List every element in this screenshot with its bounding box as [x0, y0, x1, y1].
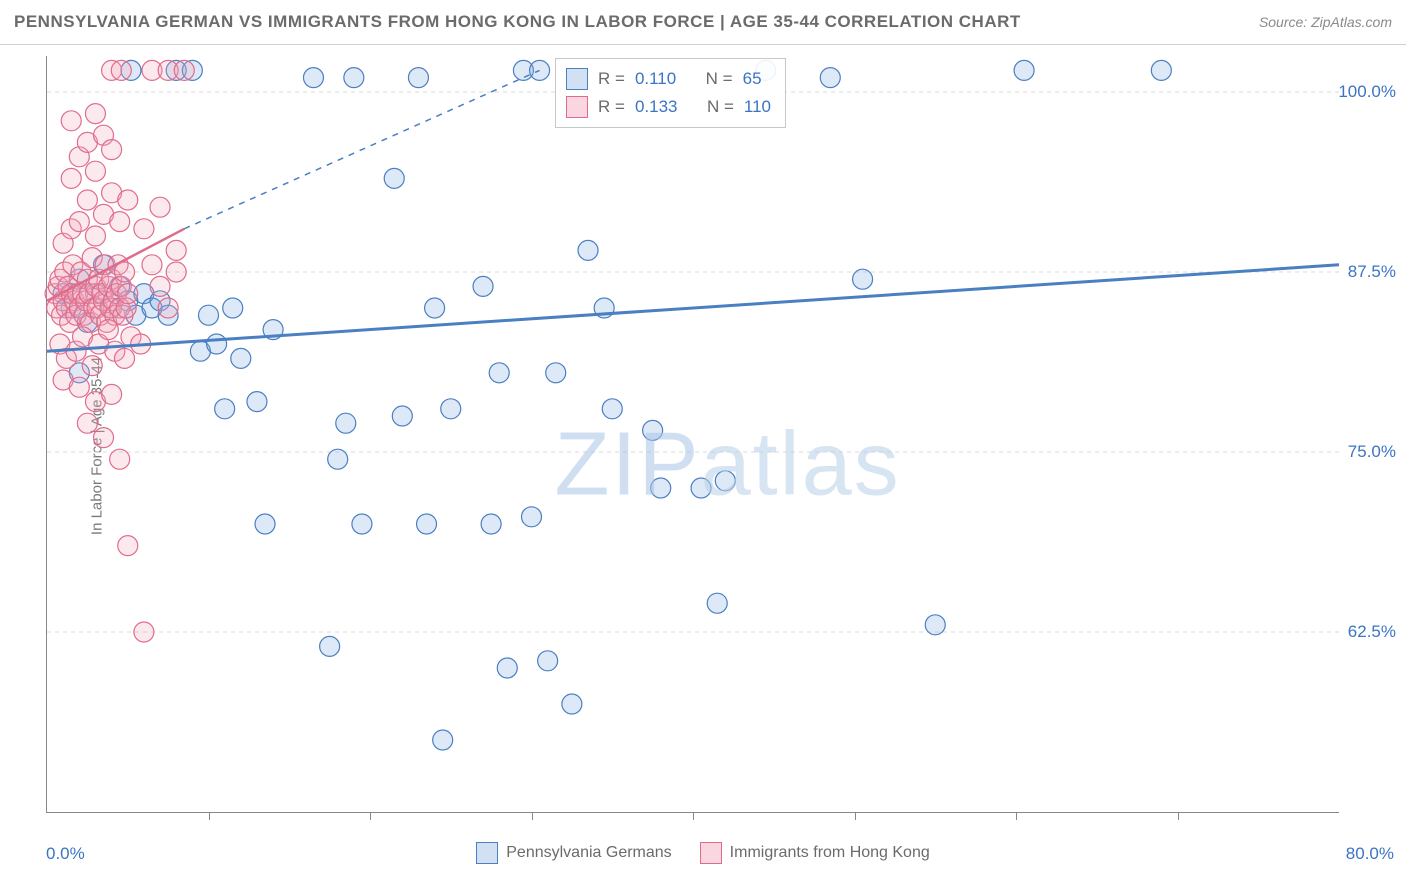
- n-value: 65: [743, 65, 762, 93]
- legend-row-series-b: R = 0.133 N = 110: [566, 93, 771, 121]
- r-value: 0.133: [635, 93, 678, 121]
- bottom-legend: Pennsylvania Germans Immigrants from Hon…: [0, 842, 1406, 864]
- x-tick: [1016, 812, 1017, 820]
- y-tick-label: 75.0%: [1348, 442, 1396, 462]
- correlation-legend: R = 0.110 N = 65 R = 0.133 N = 110: [555, 58, 786, 128]
- n-label: N =: [706, 65, 733, 93]
- x-tick: [855, 812, 856, 820]
- x-tick: [209, 812, 210, 820]
- x-tick: [532, 812, 533, 820]
- swatch-series-b: [566, 96, 588, 118]
- swatch-series-a: [476, 842, 498, 864]
- plot-region: ZIPatlas: [46, 56, 1339, 813]
- legend-item-series-a: Pennsylvania Germans: [476, 842, 671, 864]
- y-tick-label: 62.5%: [1348, 622, 1396, 642]
- y-tick-label: 87.5%: [1348, 262, 1396, 282]
- source-label: Source: ZipAtlas.com: [1259, 14, 1392, 30]
- swatch-series-b: [700, 842, 722, 864]
- swatch-series-a: [566, 68, 588, 90]
- r-value: 0.110: [635, 65, 676, 93]
- title-bar: PENNSYLVANIA GERMAN VS IMMIGRANTS FROM H…: [0, 0, 1406, 45]
- legend-label: Pennsylvania Germans: [506, 844, 671, 862]
- y-tick-label: 100.0%: [1338, 82, 1396, 102]
- n-label: N =: [707, 93, 734, 121]
- legend-item-series-b: Immigrants from Hong Kong: [700, 842, 930, 864]
- r-label: R =: [598, 65, 625, 93]
- n-value: 110: [744, 93, 771, 121]
- r-label: R =: [598, 93, 625, 121]
- x-tick: [370, 812, 371, 820]
- x-tick: [1178, 812, 1179, 820]
- legend-label: Immigrants from Hong Kong: [730, 844, 930, 862]
- x-tick: [693, 812, 694, 820]
- scatter-plot-svg: [47, 56, 1339, 812]
- chart-title: PENNSYLVANIA GERMAN VS IMMIGRANTS FROM H…: [14, 12, 1021, 32]
- legend-row-series-a: R = 0.110 N = 65: [566, 65, 771, 93]
